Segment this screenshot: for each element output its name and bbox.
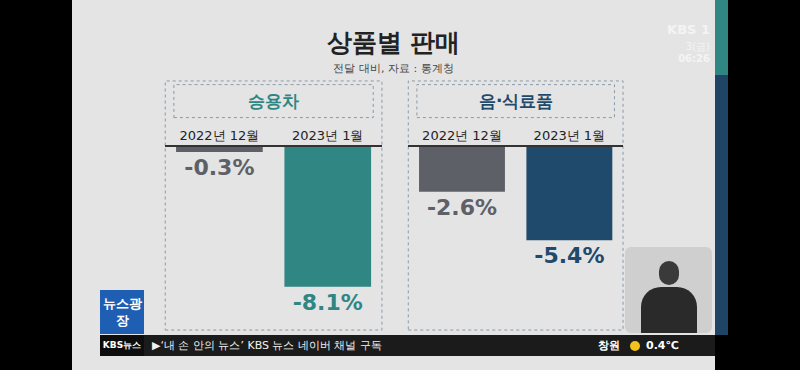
svg-text:-0.3%: -0.3% xyxy=(184,155,254,180)
svg-text:음·식료품: 음·식료품 xyxy=(479,91,553,111)
html-text:창원: 창원 xyxy=(598,339,620,352)
svg-text:-5.4%: -5.4% xyxy=(534,243,604,268)
svg-text:2023년 1월: 2023년 1월 xyxy=(292,128,364,143)
svg-text:2022년 12월: 2022년 12월 xyxy=(422,128,502,143)
html-text:▶‘내 손 안의 뉴스’ KBS 뉴스 네이버 채널 구독: ▶‘내 손 안의 뉴스’ KBS 뉴스 네이버 채널 구독 xyxy=(152,339,382,352)
svg-text:2023년 1월: 2023년 1월 xyxy=(534,128,606,143)
svg-text:-2.6%: -2.6% xyxy=(427,195,497,220)
html-text:3(금): 3(금) xyxy=(685,41,710,52)
html-text:KBS뉴스: KBS뉴스 xyxy=(102,340,142,350)
svg-text:승용차: 승용차 xyxy=(248,91,299,111)
svg-text:2022년 12월: 2022년 12월 xyxy=(180,128,260,143)
html-text:06:26: 06:26 xyxy=(678,53,710,64)
html-text:전달 대비, 자료 : 통계청: 전달 대비, 자료 : 통계청 xyxy=(333,62,454,75)
html-text:뉴스광장: 뉴스광장 xyxy=(102,296,142,328)
svg-text:-8.1%: -8.1% xyxy=(293,290,363,315)
html-text:상품별 판매: 상품별 판매 xyxy=(326,28,461,57)
html-text:KBS 1: KBS 1 xyxy=(667,22,710,37)
html-text:0.4℃: 0.4℃ xyxy=(646,339,679,352)
